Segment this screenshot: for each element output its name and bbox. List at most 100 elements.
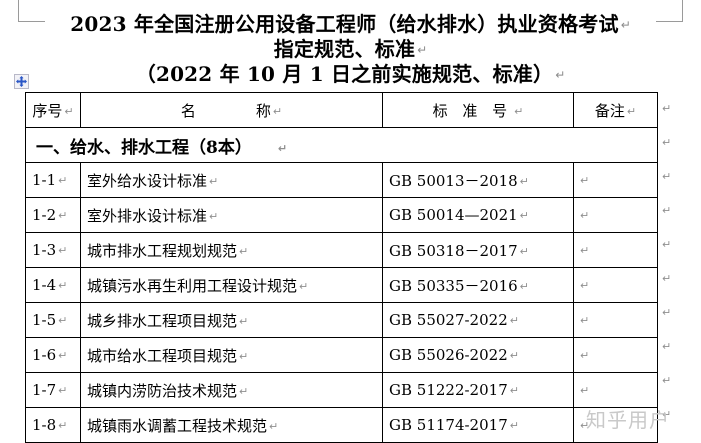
- cell-standard: GB 50318－2017 ↵: [382, 232, 574, 268]
- table-move-handle-icon[interactable]: [14, 74, 29, 89]
- paragraph-mark-icon: ↵: [277, 141, 288, 155]
- paragraph-mark-icon: ↵: [58, 244, 68, 257]
- cell-standard-text: GB 55027-2022: [389, 311, 508, 329]
- table-section-row: 一、给水、排水工程（8本） ↵: [25, 127, 658, 163]
- outside-paragraph-marks: ↵ ↵ ↵ ↵ ↵ ↵ ↵ ↵ ↵ ↵: [662, 92, 682, 432]
- cell-name: 城市排水工程规划规范 ↵: [80, 232, 383, 268]
- header-cell-name: 名 称 ↵: [80, 92, 383, 128]
- page-margin-mark-top-left: [18, 0, 45, 22]
- cell-standard: GB 55027-2022 ↵: [382, 302, 574, 338]
- cell-name-text: 城市给水工程项目规范: [87, 346, 238, 365]
- cell-sequence: 1-3 ↵: [25, 232, 81, 268]
- cell-sequence-text: 1-6: [32, 346, 57, 364]
- cell-name-text: 城镇内涝防治技术规范: [87, 381, 238, 400]
- paragraph-mark-icon: ↵: [662, 340, 672, 353]
- paragraph-mark-icon: ↵: [58, 314, 68, 327]
- paragraph-mark-icon: ↵: [580, 314, 590, 327]
- cell-standard: GB 50014—2021 ↵: [382, 197, 574, 233]
- header-label-sequence: 序号: [32, 101, 63, 120]
- paragraph-mark-icon: ↵: [519, 174, 529, 188]
- cell-name-text: 室外给水设计标准: [87, 171, 208, 190]
- paragraph-mark-icon: ↵: [580, 349, 590, 362]
- cell-sequence: 1-7 ↵: [25, 372, 81, 408]
- paragraph-mark-icon: ↵: [580, 244, 590, 257]
- paragraph-mark-icon: ↵: [519, 279, 529, 293]
- cell-standard: GB 51222-2017 ↵: [382, 372, 574, 408]
- header-cell-standard: 标 准 号 ↵: [382, 92, 574, 128]
- table-row: 1-5 ↵ 城乡排水工程项目规范 ↵ GB 55027-2022 ↵ ↵: [25, 302, 658, 338]
- cell-note: ↵: [573, 302, 658, 338]
- table-row: 1-4 ↵ 城镇污水再生利用工程设计规范 ↵ GB 50335－2016 ↵ ↵: [25, 267, 658, 303]
- cell-standard-text: GB 50014—2021: [389, 206, 518, 224]
- header-cell-sequence: 序号 ↵: [25, 92, 81, 128]
- cell-note: ↵: [573, 407, 658, 443]
- section-label: 一、给水、排水工程（8本）: [36, 137, 252, 158]
- paragraph-mark-icon: ↵: [519, 244, 529, 258]
- paragraph-mark-icon: ↵: [519, 209, 529, 222]
- cell-sequence-text: 1-3: [32, 241, 57, 259]
- cell-sequence: 1-6 ↵: [25, 337, 81, 373]
- paragraph-mark-icon: ↵: [662, 408, 672, 421]
- cell-note: ↵: [573, 372, 658, 408]
- cell-sequence: 1-5 ↵: [25, 302, 81, 338]
- cell-name: 城乡排水工程项目规范 ↵: [80, 302, 383, 338]
- paragraph-mark-icon: ↵: [580, 174, 590, 187]
- cell-standard: GB 50013－2018 ↵: [382, 162, 574, 198]
- paragraph-mark-icon: ↵: [620, 18, 631, 32]
- cell-name-text: 城乡排水工程项目规范: [87, 311, 238, 330]
- document-title-line-3: （2022 年 10 月 1 日之前实施规范、标准） ↵: [0, 62, 701, 87]
- standards-table: 序号 ↵ 名称 ↵ 标 准 号 ↵ 备注 ↵ 一、给水、排水工程（8本） ↵ 1-1 ↵ 室…: [25, 92, 658, 443]
- cell-name-text: 城市排水工程规划规范: [87, 241, 238, 260]
- document-title-line-2: 指定规范、标准 ↵: [0, 37, 701, 62]
- paragraph-mark-icon: ↵: [662, 170, 672, 183]
- cell-sequence-text: 1-8: [32, 416, 57, 434]
- paragraph-mark-icon: ↵: [580, 384, 590, 397]
- header-label-note: 备注: [594, 101, 625, 120]
- cell-sequence-text: 1-7: [32, 381, 57, 399]
- cell-name-text: 城镇污水再生利用工程设计规范: [87, 276, 298, 295]
- cell-name: 城镇污水再生利用工程设计规范 ↵: [80, 267, 383, 303]
- cell-note: ↵: [573, 232, 658, 268]
- cell-standard-text: GB 51174-2017: [389, 416, 508, 434]
- paragraph-mark-icon: ↵: [580, 279, 590, 292]
- cell-note: ↵: [573, 197, 658, 233]
- cell-sequence: 1-1 ↵: [25, 162, 81, 198]
- paragraph-mark-icon: ↵: [662, 238, 672, 251]
- cell-standard: GB 51174-2017 ↵: [382, 407, 574, 443]
- paragraph-mark-icon: ↵: [509, 419, 519, 432]
- document-title-line-2-text: 指定规范、标准: [273, 37, 416, 61]
- document-title-line-1-text: 2023 年全国注册公用设备工程师（给水排水）执业资格考试: [70, 12, 619, 36]
- cell-standard-text: GB 50318－2017: [389, 241, 518, 260]
- paragraph-mark-icon: ↵: [626, 104, 637, 118]
- cell-name: 室外给水设计标准 ↵: [80, 162, 383, 198]
- paragraph-mark-icon: ↵: [209, 174, 219, 188]
- paragraph-mark-icon: ↵: [509, 349, 519, 362]
- cell-sequence: 1-4 ↵: [25, 267, 81, 303]
- cell-name: 城镇内涝防治技术规范 ↵: [80, 372, 383, 408]
- table-row: 1-1 ↵ 室外给水设计标准 ↵ GB 50013－2018 ↵ ↵: [25, 162, 658, 198]
- paragraph-mark-icon: ↵: [272, 104, 283, 118]
- paragraph-mark-icon: ↵: [239, 349, 249, 363]
- cell-sequence-text: 1-5: [32, 311, 57, 329]
- paragraph-mark-icon: ↵: [662, 102, 672, 115]
- cell-standard: GB 55026-2022 ↵: [382, 337, 574, 373]
- cell-name: 室外排水设计标准 ↵: [80, 197, 383, 233]
- cell-standard-text: GB 50335－2016: [389, 276, 518, 295]
- paragraph-mark-icon: ↵: [58, 349, 68, 362]
- paragraph-mark-icon: ↵: [58, 279, 68, 292]
- header-label-standard: 标 准 号: [432, 101, 513, 120]
- cell-note: ↵: [573, 337, 658, 373]
- table-row: 1-3 ↵ 城市排水工程规划规范 ↵ GB 50318－2017 ↵ ↵: [25, 232, 658, 268]
- cell-standard-text: GB 51222-2017: [389, 381, 508, 399]
- document-title-line-1: 2023 年全国注册公用设备工程师（给水排水）执业资格考试 ↵: [0, 12, 701, 37]
- table-row: 1-8 ↵ 城镇雨水调蓄工程技术规范 ↵ GB 51174-2017 ↵ ↵: [25, 407, 658, 443]
- cell-standard-text: GB 50013－2018: [389, 171, 518, 190]
- cell-sequence-text: 1-4: [32, 276, 57, 294]
- cell-sequence-text: 1-2: [32, 206, 57, 224]
- paragraph-mark-icon: ↵: [509, 384, 519, 397]
- cell-standard-text: GB 55026-2022: [389, 346, 508, 364]
- paragraph-mark-icon: ↵: [239, 384, 249, 398]
- table-header-row: 序号 ↵ 名称 ↵ 标 准 号 ↵ 备注 ↵: [25, 92, 658, 128]
- paragraph-mark-icon: ↵: [417, 43, 428, 57]
- paragraph-mark-icon: ↵: [662, 136, 672, 149]
